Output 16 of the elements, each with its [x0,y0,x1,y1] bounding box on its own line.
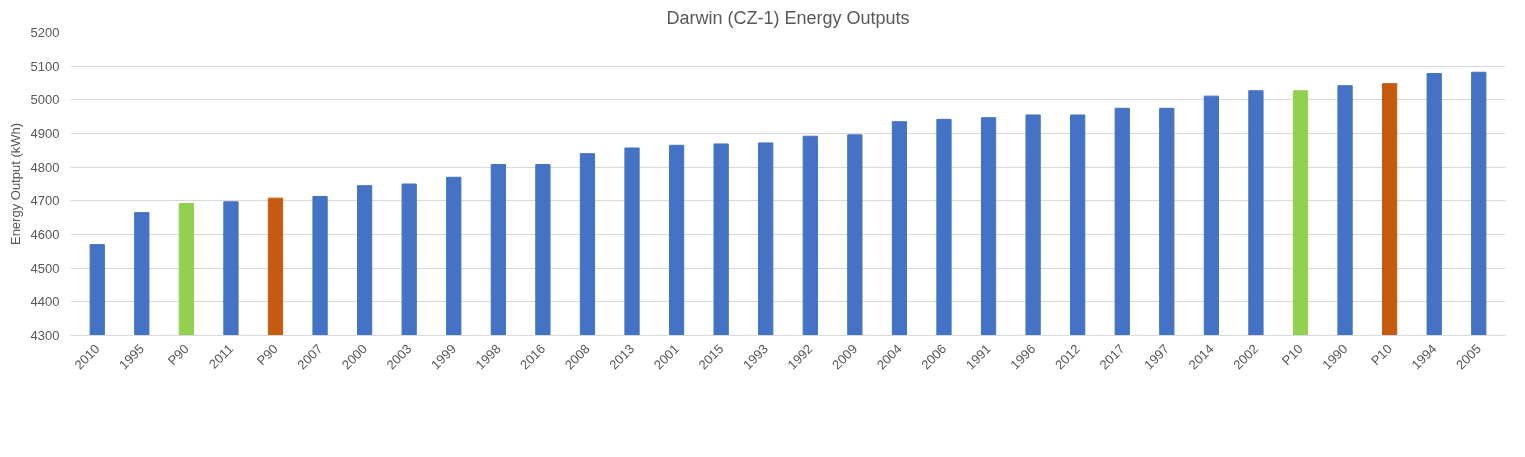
y-tick-label: 4800 [30,159,60,175]
y-tick-label: 4400 [30,294,60,310]
y-axis-title: Energy Output (kWh) [7,122,23,246]
x-tick-label: P10 [1278,341,1306,369]
x-tick-label: P10 [1367,341,1395,369]
y-tick-label: 4600 [30,227,60,242]
y-tick-label: 4700 [30,193,60,209]
x-tick-label: P90 [164,341,192,369]
chart-title: Darwin (CZ-1) Energy Outputs [666,7,910,28]
y-tick-label: 5100 [30,58,60,74]
y-tick-label: 4300 [30,328,60,343]
x-tick-label: P90 [253,341,281,369]
y-tick-label: 5000 [30,92,60,108]
y-tick-label: 5200 [30,25,60,40]
y-tick-label: 4900 [30,126,60,141]
y-tick-label: 4500 [30,260,60,276]
